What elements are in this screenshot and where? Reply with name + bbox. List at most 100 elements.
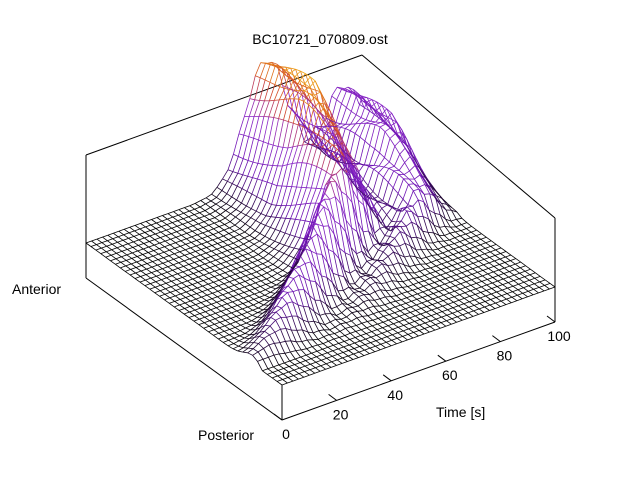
surface-line xyxy=(200,302,207,307)
surface-line xyxy=(428,289,434,294)
surface-line xyxy=(308,96,315,105)
surface-line xyxy=(391,339,397,345)
surface-line xyxy=(300,187,307,205)
surface-line xyxy=(375,343,381,347)
surface-line xyxy=(363,301,369,309)
surface-line xyxy=(361,183,368,190)
surface-line xyxy=(247,311,253,316)
surface-line xyxy=(415,308,422,311)
surface-line xyxy=(306,348,312,354)
surface-line xyxy=(444,226,451,228)
surface-line xyxy=(312,131,319,135)
surface-line xyxy=(242,351,248,354)
surface-line xyxy=(411,221,417,238)
surface-line xyxy=(479,303,485,308)
surface-line xyxy=(310,76,316,82)
surface-line xyxy=(473,308,480,312)
surface-line xyxy=(432,249,438,255)
surface-line xyxy=(441,314,448,318)
surface-line xyxy=(206,292,213,296)
surface-line xyxy=(188,317,195,322)
surface-line xyxy=(365,106,372,120)
surface-line xyxy=(346,89,353,93)
surface-line xyxy=(213,276,220,281)
surface-line xyxy=(319,129,326,134)
surface-line xyxy=(283,119,289,122)
surface-line xyxy=(327,249,334,274)
surface-line xyxy=(483,258,490,264)
surface-line xyxy=(355,265,362,269)
surface-line xyxy=(289,72,296,77)
surface-line xyxy=(214,265,221,270)
surface-line xyxy=(544,285,550,290)
surface-line xyxy=(129,225,136,228)
surface-line xyxy=(410,237,417,251)
surface-line xyxy=(186,289,192,293)
surface-line xyxy=(298,376,304,380)
surface-line xyxy=(522,292,528,298)
surface-line xyxy=(111,243,118,249)
surface-line xyxy=(473,310,479,315)
surface-line xyxy=(522,290,529,294)
surface-line xyxy=(339,328,346,332)
surface-line xyxy=(148,250,154,253)
surface-line xyxy=(165,280,172,284)
surface-line xyxy=(247,304,254,308)
surface-line xyxy=(355,117,362,125)
surface-line xyxy=(476,229,482,235)
surface-line xyxy=(310,166,318,189)
surface-line xyxy=(473,260,479,264)
surface-line xyxy=(273,364,279,368)
surface-line xyxy=(139,281,146,286)
surface-line xyxy=(156,275,162,281)
surface-line xyxy=(388,312,395,315)
surface-line xyxy=(375,217,382,224)
surface-line xyxy=(360,195,367,203)
surface-line xyxy=(491,240,497,245)
surface-line xyxy=(503,271,510,274)
surface-line xyxy=(342,357,348,362)
surface-line xyxy=(121,254,128,258)
surface-line xyxy=(446,314,453,320)
surface-line xyxy=(315,126,321,130)
surface-line xyxy=(228,236,234,240)
surface-line xyxy=(330,313,337,316)
surface-line xyxy=(539,281,545,286)
surface-line xyxy=(182,221,189,225)
surface-line xyxy=(298,248,304,261)
surface-line xyxy=(282,85,289,106)
surface-line xyxy=(226,253,233,257)
surface-line xyxy=(228,339,234,344)
surface-line xyxy=(204,213,211,217)
surface-line xyxy=(352,305,359,308)
surface-line xyxy=(257,178,263,181)
surface-line xyxy=(227,169,234,172)
surface-line xyxy=(291,162,298,187)
surface-line xyxy=(316,233,323,241)
surface-line xyxy=(248,301,254,306)
surface-line xyxy=(292,145,298,148)
surface-line xyxy=(173,209,179,212)
surface-line xyxy=(146,266,153,270)
surface-line xyxy=(402,141,409,148)
surface-line xyxy=(504,262,511,267)
surface-line xyxy=(372,319,378,325)
surface-line xyxy=(409,170,415,180)
surface-line xyxy=(326,277,333,296)
surface-line xyxy=(260,77,266,81)
surface-line xyxy=(452,310,458,314)
surface-line xyxy=(167,211,174,214)
surface-line xyxy=(205,200,212,205)
surface-line xyxy=(208,331,214,336)
surface-line xyxy=(384,235,390,237)
surface-line xyxy=(357,221,364,233)
surface-line xyxy=(186,284,193,287)
surface-line xyxy=(307,122,313,126)
surface-line xyxy=(352,302,359,307)
surface-line xyxy=(194,256,201,261)
surface-line xyxy=(328,340,334,346)
surface-line xyxy=(223,235,229,240)
surface-line xyxy=(162,213,169,216)
surface-line xyxy=(317,121,324,135)
surface-line xyxy=(207,287,214,290)
